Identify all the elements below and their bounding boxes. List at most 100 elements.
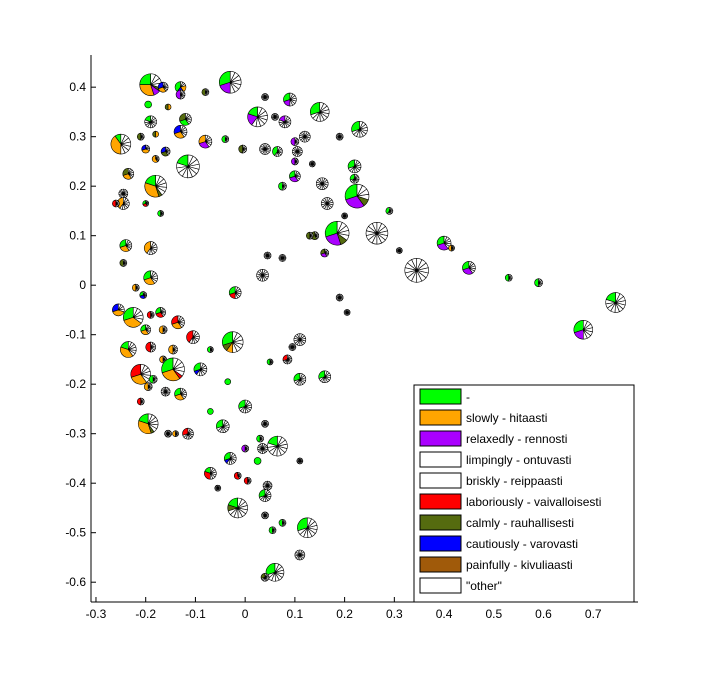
pie-marker [278,181,287,191]
x-tick-label: 0.7 [585,607,602,621]
pie-slice [309,231,312,236]
legend-swatch [419,514,462,531]
pie-slice [164,103,169,111]
pie-marker [344,183,370,209]
legend-label: painfully - kivuliaasti [466,558,573,572]
pie-slice [145,200,148,204]
pie-slice [241,444,246,453]
pie-slice [615,292,621,303]
pie-slice [253,457,262,465]
pie-slice [264,489,268,496]
pie-slice [118,303,122,311]
pie-slice [451,244,454,249]
pie-marker [110,133,132,155]
pie-slice [205,134,209,142]
pie-slice [224,135,228,140]
pie-slice [274,113,277,118]
pie-marker [152,130,159,138]
pie-marker [158,325,168,335]
pie-slice [282,181,285,187]
pie-slice [207,408,214,415]
pie-slice [150,115,154,122]
pie-slice [468,261,472,268]
pie-marker [283,92,297,107]
pie-marker [120,341,137,358]
pie-slice [147,382,151,387]
pie-marker [136,397,145,406]
pie-slice [115,199,118,204]
pie-slice [376,221,383,234]
pie-marker [145,341,156,353]
pie-slice [294,137,298,142]
pie-slice [267,251,270,256]
legend-entry: slowly - hitaasti [419,409,547,426]
pie-marker [335,132,344,141]
x-tick-label: 0.2 [336,607,353,621]
pie-slice [180,89,183,95]
pie-marker [214,484,222,492]
pie-slice [150,241,155,249]
pie-slice [356,183,363,197]
pie-marker [241,444,249,453]
pie-slice [290,137,296,146]
pie-marker [143,270,158,286]
pie-marker [186,330,200,344]
pie-slice [336,220,343,234]
pie-marker [462,261,476,275]
pie-slice [187,427,191,434]
pie-slice [238,144,243,154]
pie-slice [282,254,285,259]
pie-slice [264,420,267,424]
pie-slice [278,181,283,191]
pie-marker [148,374,158,384]
pie-slice [162,325,166,330]
pie-slice [135,283,138,288]
pie-marker [293,333,307,346]
pie-marker [139,291,148,299]
pie-slice [319,102,325,113]
pie-slice [150,311,153,316]
pie-marker [247,106,268,128]
pie-marker [171,315,185,330]
pie-marker [142,200,149,207]
pie-slice [150,73,157,85]
pie-slice [304,130,308,137]
pie-slice [123,317,142,328]
pie-slice [324,248,327,254]
pie-marker [282,354,293,365]
pie-slice [354,173,357,179]
pie-slice [146,311,151,319]
pie-marker [238,399,252,414]
pie-slice [132,307,138,318]
y-tick-label: -0.1 [65,328,86,342]
pie-slice [159,355,164,364]
pie-slice [127,341,132,350]
pie-marker [258,489,272,502]
y-tick-label: 0.2 [69,179,86,193]
pie-marker [261,420,269,428]
pie-slice [299,372,303,380]
x-tick-label: 0.5 [485,607,502,621]
legend-entry: relaxedly - rennosti [419,430,567,447]
pie-slice [264,93,267,98]
pie-slice [448,244,452,252]
pie-marker [272,146,283,157]
pie-marker [164,429,172,438]
pie-slice [127,168,131,174]
pie-marker [130,364,151,385]
pie-marker [227,497,248,519]
pie-slice [157,210,161,217]
pie-marker [221,135,230,143]
pie-marker [207,408,214,415]
pie-slice [268,526,273,535]
pie-marker [335,293,344,302]
pie-slice [119,259,124,267]
pie-slice [266,358,271,366]
pie-slice [165,386,168,392]
pie-marker [299,130,311,143]
pie-markers [110,70,626,582]
pie-slice [306,231,311,240]
legend-label: "other" [466,579,502,593]
pie-slice [344,212,347,217]
pie-slice [294,170,298,177]
